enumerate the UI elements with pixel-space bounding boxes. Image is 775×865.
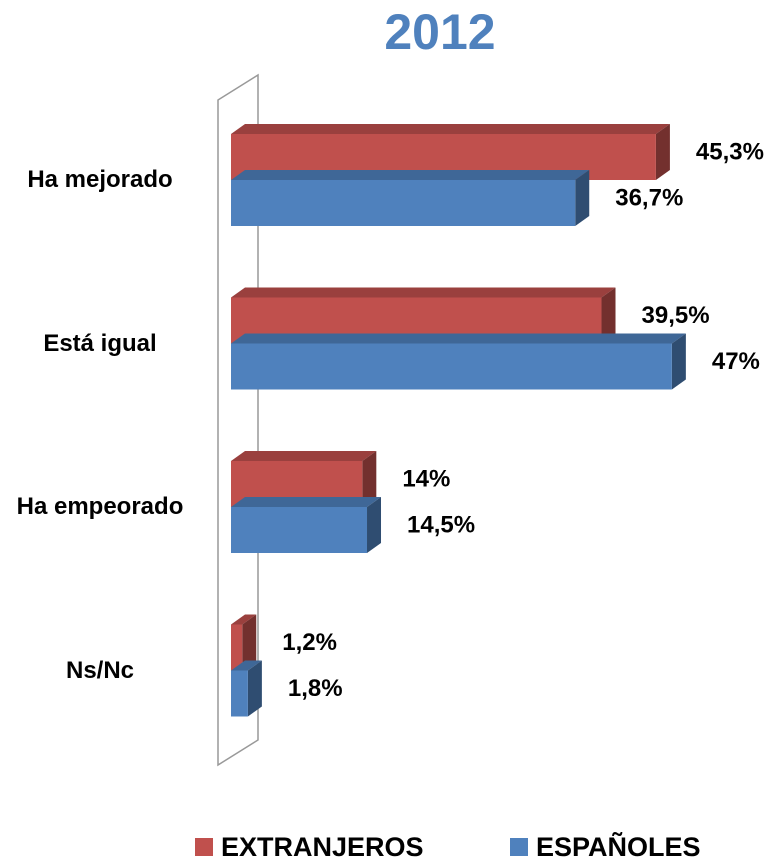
legend-swatch: [195, 838, 213, 856]
bar-face: [362, 451, 377, 507]
data-label: 45,3%: [696, 138, 764, 165]
data-label: 39,5%: [642, 302, 710, 329]
data-label: 1,8%: [288, 675, 343, 702]
bar-face: [231, 624, 243, 671]
bar: [231, 333, 686, 390]
bar-face: [231, 497, 382, 507]
data-label: 14,5%: [407, 511, 475, 538]
legend-label: EXTRANJEROS: [221, 832, 424, 862]
bar: [231, 614, 257, 671]
legend-swatch: [510, 838, 528, 856]
category-label: Ha empeorado: [16, 493, 184, 520]
category-label: Está igual: [43, 329, 157, 357]
bar-face: [601, 287, 616, 344]
bar-face: [575, 170, 590, 226]
bar-face: [231, 180, 576, 226]
bar-face: [655, 124, 670, 180]
bar-face: [231, 451, 377, 461]
bar-face: [367, 497, 382, 553]
data-label: 14%: [402, 465, 450, 492]
category-label: Ns/Nc: [65, 656, 135, 684]
bar-face: [231, 660, 262, 671]
bar-face: [242, 614, 257, 671]
data-label: 47%: [712, 348, 760, 375]
legend-label: ESPAÑOLES: [536, 831, 701, 862]
bar-face: [231, 287, 616, 298]
bar-face: [231, 170, 590, 180]
bar-face: [231, 333, 686, 344]
bar-face: [231, 614, 257, 625]
bar-face: [247, 660, 262, 717]
bar: [231, 660, 262, 717]
chart-title: 2012: [384, 4, 495, 60]
bar-face: [231, 124, 670, 134]
bar-face: [231, 670, 248, 717]
category-label: Ha mejorado: [27, 166, 173, 193]
bar-face: [231, 343, 672, 390]
bar-face: [231, 507, 368, 553]
bar: [231, 497, 382, 553]
bar: [231, 170, 590, 226]
back-wall: [217, 73, 259, 767]
data-label: 1,2%: [282, 629, 337, 656]
bar-face: [671, 333, 686, 390]
data-label: 36,7%: [615, 184, 683, 211]
